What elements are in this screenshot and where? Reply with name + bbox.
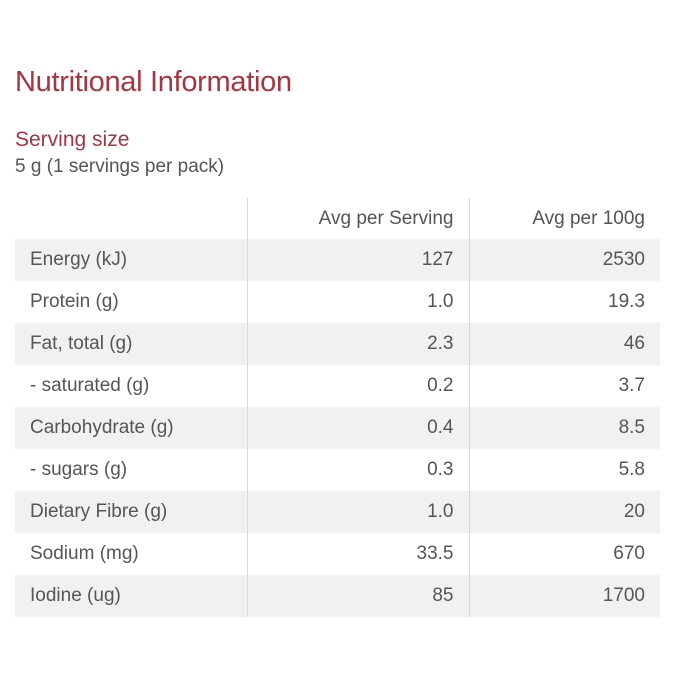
table-row: - saturated (g) 0.2 3.7: [15, 365, 660, 407]
nutrient-name: Dietary Fibre (g): [15, 491, 247, 533]
serving-size-heading: Serving size: [15, 128, 130, 151]
value-per-serving: 0.4: [246, 407, 469, 449]
value-per-serving: 0.2: [246, 365, 469, 407]
value-per-serving: 0.3: [246, 449, 469, 491]
nutrient-name: - sugars (g): [15, 449, 247, 491]
nutrient-name: Iodine (ug): [15, 575, 247, 617]
serving-size-text: 5 g (1 servings per pack): [15, 156, 225, 177]
value-per-100g: 2530: [468, 239, 660, 281]
value-per-serving: 1.0: [246, 281, 469, 323]
table-row: Iodine (ug) 85 1700: [15, 575, 660, 617]
value-per-serving: 85: [246, 575, 469, 617]
table-row: Carbohydrate (g) 0.4 8.5: [15, 407, 660, 449]
nutrient-name: Protein (g): [15, 281, 247, 323]
value-per-100g: 5.8: [468, 449, 660, 491]
value-per-100g: 20: [468, 491, 660, 533]
nutrient-name: Carbohydrate (g): [15, 407, 247, 449]
nutrient-name: Sodium (mg): [15, 533, 247, 575]
header-nutrient: [15, 198, 247, 239]
page-title: Nutritional Information: [15, 66, 292, 98]
table-row: - sugars (g) 0.3 5.8: [15, 449, 660, 491]
value-per-serving: 1.0: [246, 491, 469, 533]
nutrient-name: Energy (kJ): [15, 239, 247, 281]
value-per-100g: 3.7: [468, 365, 660, 407]
nutrition-table: Avg per Serving Avg per 100g Energy (kJ)…: [15, 198, 660, 617]
nutrient-name: - saturated (g): [15, 365, 247, 407]
value-per-100g: 8.5: [468, 407, 660, 449]
table-row: Protein (g) 1.0 19.3: [15, 281, 660, 323]
value-per-100g: 670: [468, 533, 660, 575]
nutrition-table-header: Avg per Serving Avg per 100g: [15, 198, 660, 239]
table-row: Sodium (mg) 33.5 670: [15, 533, 660, 575]
value-per-serving: 2.3: [246, 323, 469, 365]
header-avg-per-100g: Avg per 100g: [468, 198, 660, 239]
header-row: Avg per Serving Avg per 100g: [15, 198, 660, 239]
value-per-100g: 46: [468, 323, 660, 365]
nutrition-table-body: Energy (kJ) 127 2530 Protein (g) 1.0 19.…: [15, 239, 660, 617]
nutrient-name: Fat, total (g): [15, 323, 247, 365]
header-avg-per-serving: Avg per Serving: [246, 198, 469, 239]
value-per-100g: 1700: [468, 575, 660, 617]
value-per-serving: 33.5: [246, 533, 469, 575]
value-per-serving: 127: [246, 239, 469, 281]
table-row: Fat, total (g) 2.3 46: [15, 323, 660, 365]
table-row: Energy (kJ) 127 2530: [15, 239, 660, 281]
value-per-100g: 19.3: [468, 281, 660, 323]
table-row: Dietary Fibre (g) 1.0 20: [15, 491, 660, 533]
